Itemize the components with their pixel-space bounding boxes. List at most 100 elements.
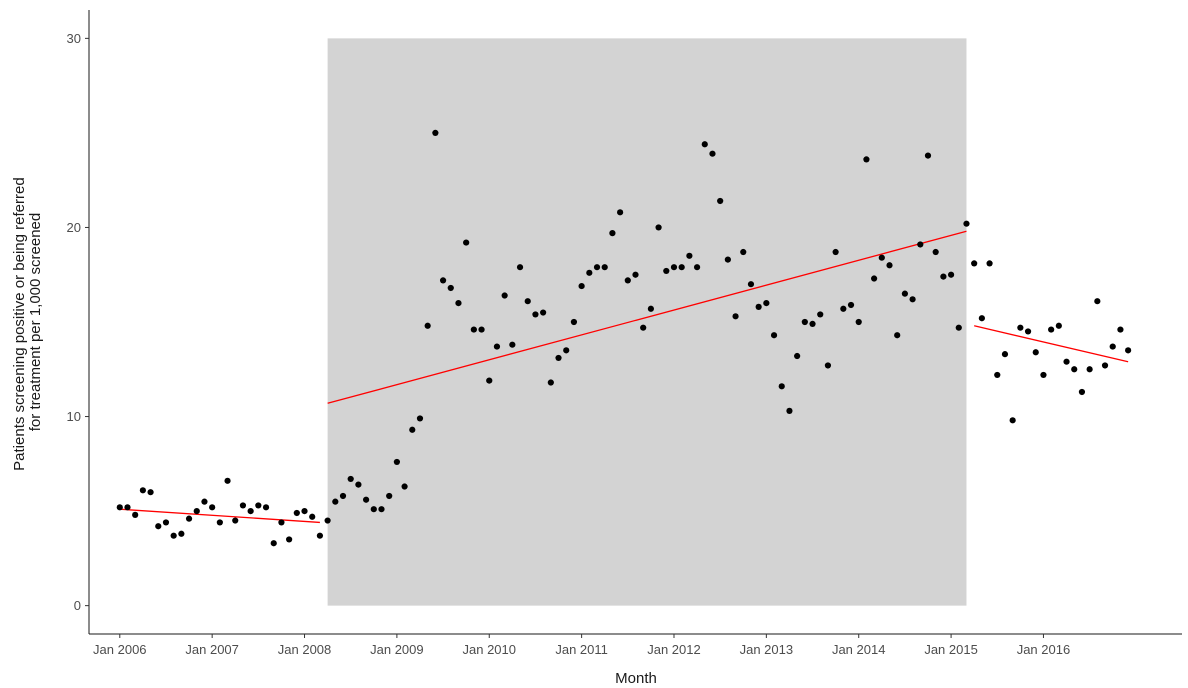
- intervention-period-layer: [327, 38, 967, 606]
- data-point: [663, 267, 670, 275]
- data-point: [947, 271, 955, 278]
- trend-line-1: [119, 508, 320, 524]
- data-point: [155, 523, 162, 530]
- data-point: [894, 332, 901, 339]
- data-point: [355, 481, 362, 488]
- data-point: [239, 502, 247, 509]
- data-point: [724, 256, 731, 263]
- data-point: [324, 517, 331, 524]
- x-tick-label: Jan 2010: [463, 642, 517, 657]
- data-point: [855, 318, 862, 326]
- data-point: [624, 277, 631, 284]
- y-tick-label: 0: [74, 598, 81, 613]
- data-point: [178, 530, 185, 537]
- data-point: [224, 477, 231, 484]
- data-point: [932, 248, 939, 256]
- data-point: [501, 292, 508, 299]
- x-axis-title: Month: [615, 670, 657, 687]
- x-tick-label: Jan 2012: [647, 642, 701, 657]
- data-point: [1078, 388, 1086, 396]
- y-axis-title-line-2: for treatment per 1,000 screened: [27, 213, 44, 431]
- data-point: [262, 504, 270, 511]
- data-point: [424, 322, 431, 329]
- data-point: [617, 209, 624, 216]
- x-tick-label: Jan 2009: [370, 642, 424, 657]
- data-point: [362, 496, 370, 503]
- data-point: [455, 299, 462, 307]
- data-point: [693, 264, 701, 271]
- data-point: [686, 252, 693, 259]
- data-point: [463, 239, 470, 246]
- data-point: [416, 415, 424, 422]
- data-point: [132, 511, 139, 518]
- data-point: [863, 156, 870, 163]
- data-point: [740, 248, 747, 256]
- data-point: [1055, 322, 1062, 329]
- data-point: [393, 458, 400, 466]
- data-point: [817, 311, 824, 318]
- data-point: [524, 298, 531, 305]
- data-point: [347, 475, 354, 483]
- data-point: [755, 303, 762, 310]
- data-point: [832, 248, 839, 256]
- data-point: [1101, 362, 1109, 369]
- data-point: [378, 506, 385, 513]
- data-point: [1001, 351, 1009, 358]
- data-point: [401, 483, 408, 490]
- data-point: [1017, 324, 1024, 331]
- x-tick-label: Jan 2015: [924, 642, 978, 657]
- data-point: [655, 224, 662, 231]
- data-point: [116, 504, 123, 511]
- data-point: [601, 264, 608, 271]
- data-point: [316, 532, 324, 539]
- data-point: [1125, 347, 1132, 354]
- data-point: [717, 197, 724, 205]
- data-points-layer: [116, 129, 1132, 547]
- data-point: [124, 504, 131, 511]
- data-point: [1048, 326, 1055, 333]
- data-point: [1032, 349, 1039, 356]
- data-point: [847, 301, 855, 309]
- data-point: [439, 277, 447, 284]
- data-point: [770, 332, 778, 339]
- data-point: [732, 313, 739, 320]
- data-point: [871, 275, 878, 282]
- data-point: [709, 150, 716, 157]
- data-point: [1086, 366, 1093, 373]
- y-tick-label: 10: [67, 409, 81, 424]
- x-tick-label: Jan 2008: [278, 642, 332, 657]
- data-point: [678, 264, 685, 271]
- data-point: [794, 352, 801, 360]
- data-point: [1040, 371, 1047, 379]
- x-tick-label: Jan 2011: [555, 642, 608, 657]
- data-point: [139, 487, 146, 494]
- data-point: [370, 506, 377, 513]
- data-point: [309, 513, 316, 520]
- data-point: [193, 507, 200, 515]
- data-point: [1009, 417, 1016, 424]
- trend-lines-layer: [119, 230, 1129, 524]
- data-point: [247, 507, 254, 515]
- y-tick-label: 20: [67, 220, 81, 235]
- data-point: [1063, 358, 1070, 365]
- data-point: [955, 324, 962, 331]
- data-point: [901, 290, 909, 297]
- data-point: [909, 296, 916, 303]
- data-point: [824, 362, 832, 369]
- data-point: [563, 347, 570, 354]
- shaded-period: [327, 38, 967, 606]
- data-point: [270, 540, 277, 547]
- data-point: [578, 282, 585, 290]
- ticks-layer: 0 10 20 30 Jan 2006 Jan 2007 Jan 2008 Jan 2009 J…: [67, 31, 1071, 657]
- x-tick-label: Jan 2014: [832, 642, 886, 657]
- data-point: [586, 269, 593, 276]
- data-point: [1094, 298, 1101, 305]
- data-point: [632, 271, 639, 278]
- data-point: [432, 129, 439, 137]
- data-point: [570, 318, 578, 326]
- data-point: [516, 264, 524, 271]
- axes-layer: [88, 10, 1182, 635]
- data-point: [147, 489, 154, 496]
- data-point: [540, 309, 547, 316]
